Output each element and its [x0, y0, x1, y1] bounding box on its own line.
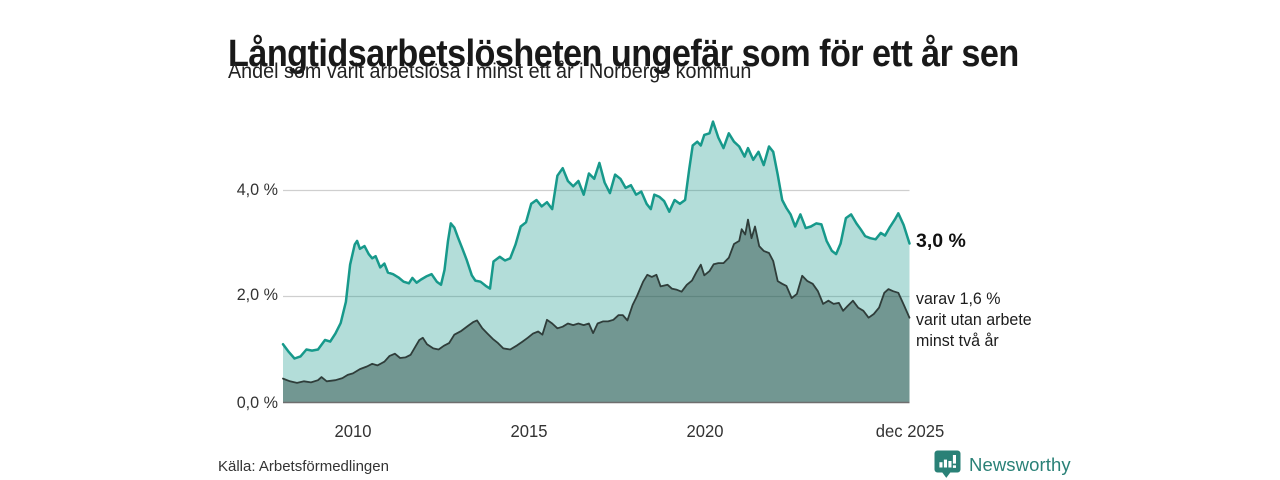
y-axis-tick-4: 4,0 % — [236, 180, 278, 199]
chart-speech-bubble-icon — [934, 450, 961, 478]
x-axis-tick-2015: 2015 — [510, 421, 548, 441]
x-axis-tick-2010: 2010 — [334, 421, 372, 441]
x-axis-tick-2020: 2020 — [686, 421, 724, 441]
area-two-plus-years — [283, 219, 910, 403]
subset-label-line-2: varit utan arbete — [916, 311, 1032, 329]
line-two-plus-years — [282, 218, 911, 384]
area-total-unemployed — [283, 121, 910, 403]
x-axis-tick-dec-2025: dec 2025 — [875, 421, 945, 441]
newsworthy-wordmark: Newsworthy — [969, 453, 1071, 475]
source-attribution: Källa: Arbetsförmedlingen — [218, 458, 389, 475]
page-title: Långtidsarbetslösheten ungefär som för e… — [228, 33, 1019, 76]
chart-subtitle: Andel som varit arbetslösa i minst ett å… — [228, 60, 752, 83]
subset-label-line-3: minst två år — [916, 332, 999, 350]
y-axis-tick-2: 2,0 % — [236, 285, 278, 304]
series-total-end-label: 3,0 % — [916, 230, 966, 252]
line-total-unemployed — [281, 120, 911, 360]
y-axis-tick-0: 0,0 % — [236, 393, 278, 412]
series-subset-end-label: varav 1,6 % varit utan arbete minst två … — [916, 289, 1032, 352]
subset-label-line-1: varav 1,6 % — [916, 290, 1001, 308]
newsworthy-logo: Newsworthy — [934, 450, 1071, 479]
